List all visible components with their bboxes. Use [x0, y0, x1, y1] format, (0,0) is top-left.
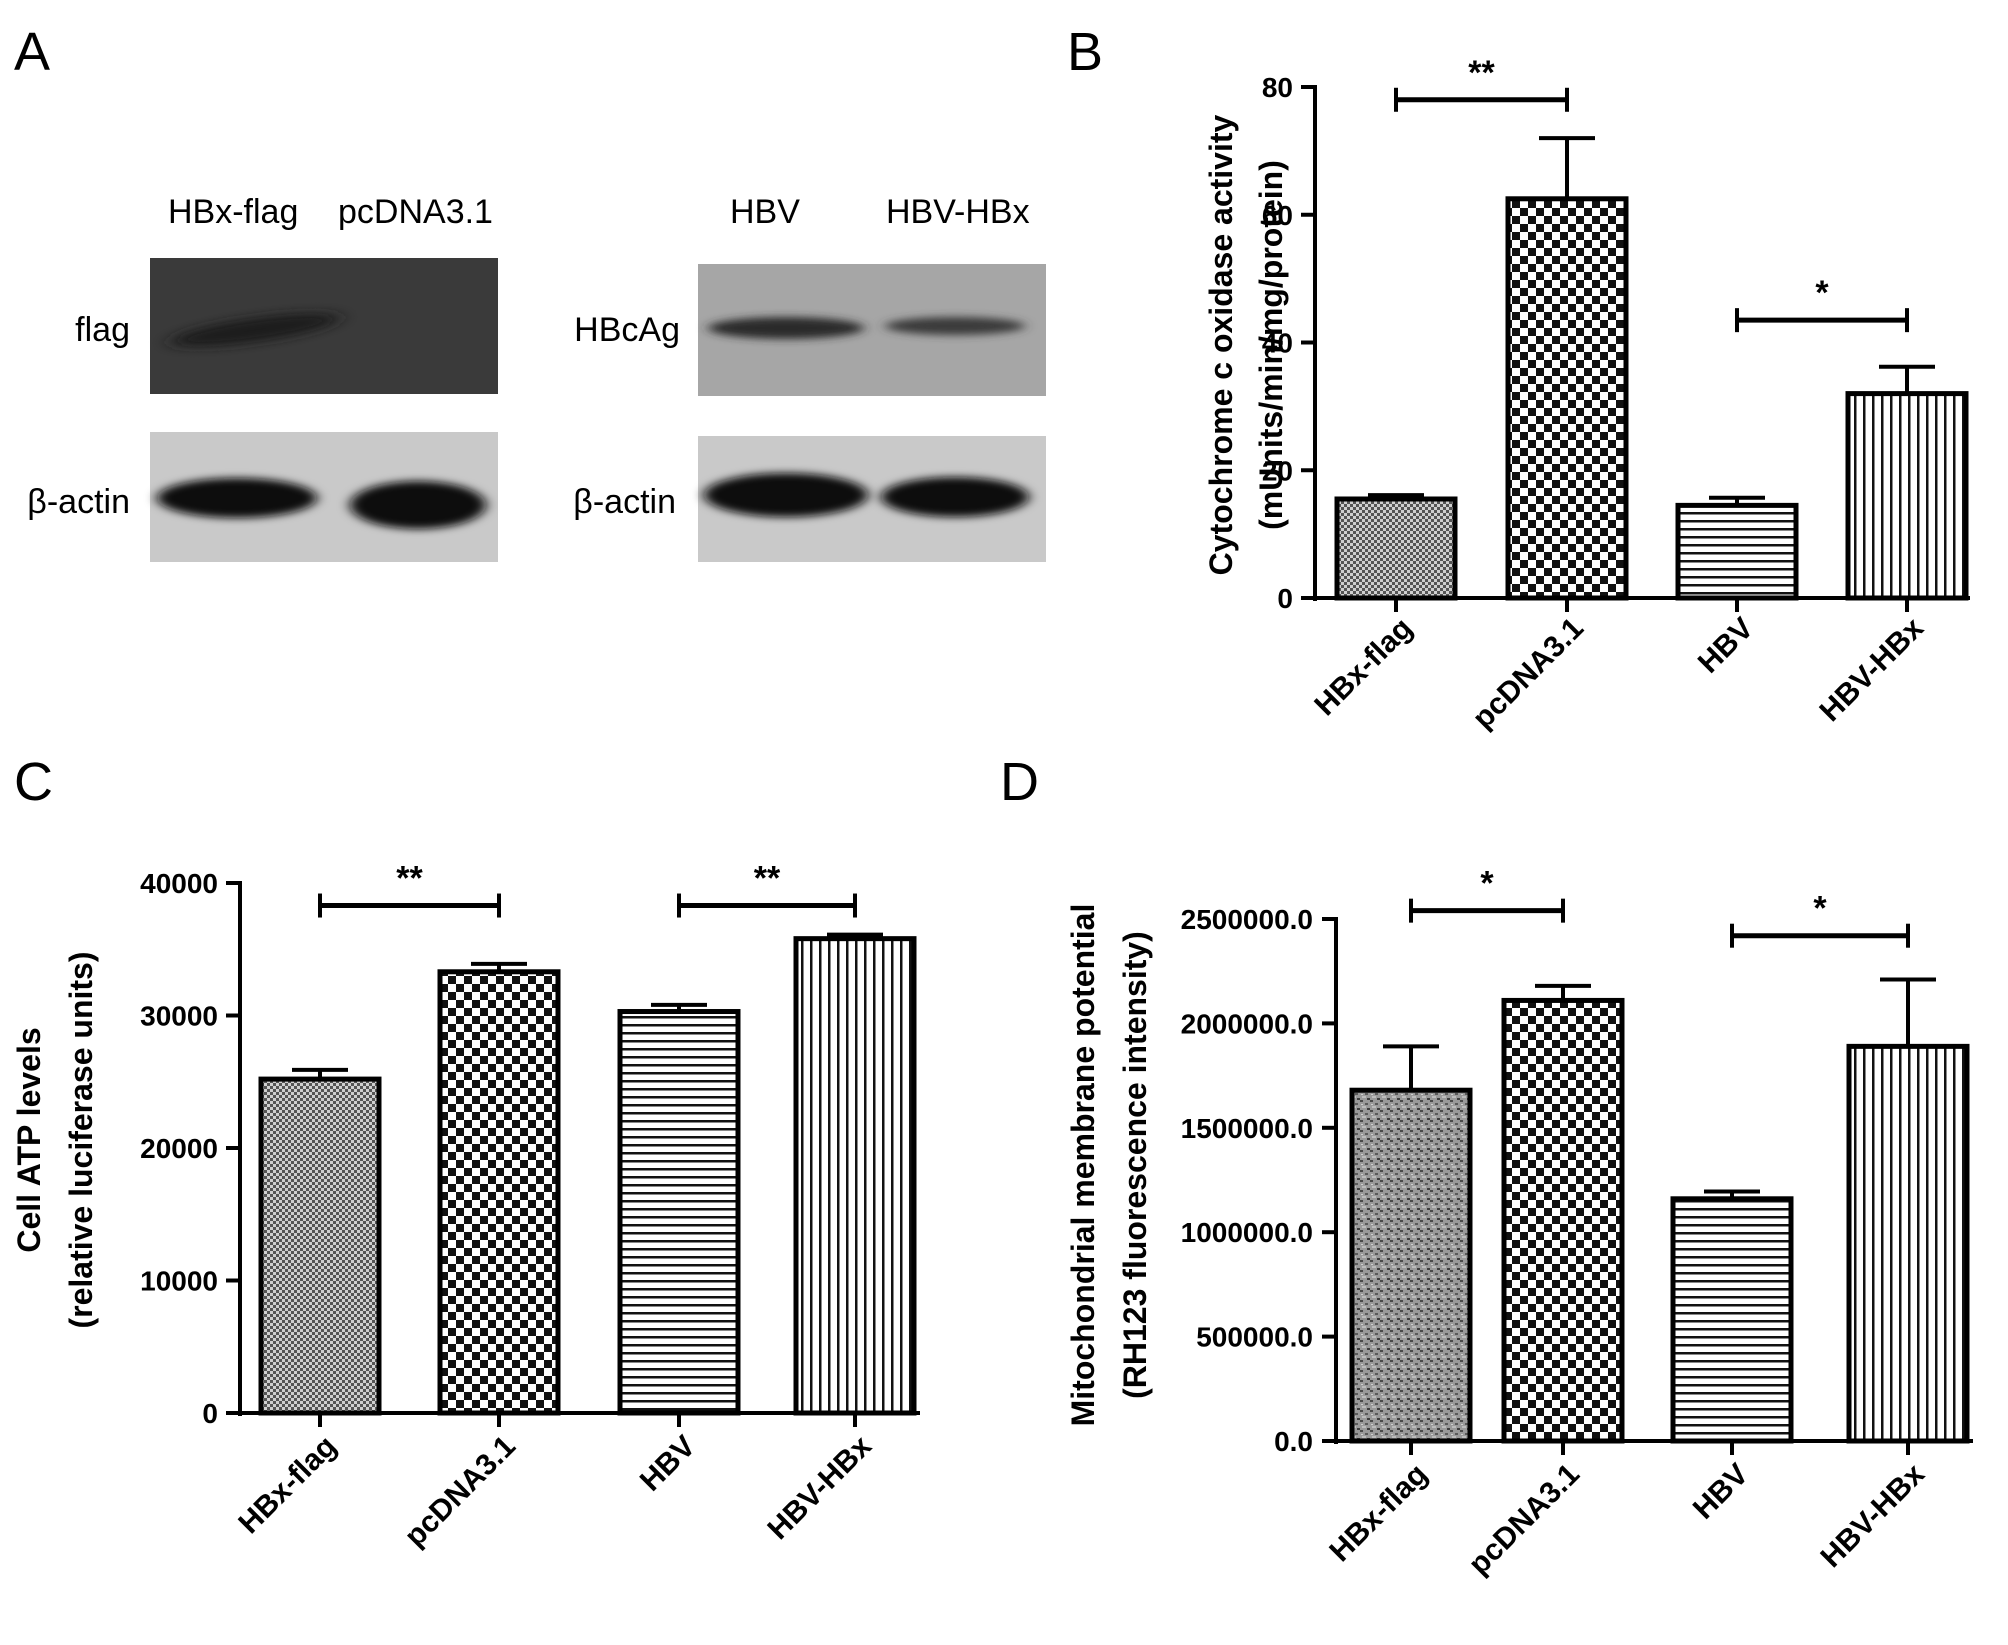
y-tick-label-d: 2500000.0 — [1181, 904, 1313, 935]
y-tick-label-d: 1000000.0 — [1181, 1217, 1313, 1248]
y-tick-label-c: 0 — [202, 1398, 218, 1429]
row-label-hbcag: HBcAg — [574, 311, 680, 349]
y-axis-title-c: Cell ATP levels — [11, 1027, 47, 1252]
bar-b-1 — [1334, 496, 1458, 601]
x-tick-label-d: HBV-HBx — [1814, 1457, 1931, 1574]
row-label-beta-actin-left: β-actin — [27, 483, 130, 521]
lane-label-pcdna31: pcDNA3.1 — [338, 193, 493, 231]
chart-b: 0 20 40 60 80 Cytochrome c oxidase activity (m… — [1203, 54, 1970, 735]
y-axis-subtitle-d: (RH123 fluorescence intensity) — [1117, 931, 1153, 1399]
panel-letter-a: A — [14, 22, 50, 82]
y-tick-label-c: 10000 — [140, 1266, 218, 1297]
x-tick-label-d: pcDNA3.1 — [1462, 1458, 1586, 1582]
x-tick-label-b: HBV-HBx — [1813, 611, 1930, 728]
panel-letter-d: D — [1000, 752, 1039, 812]
y-tick-label-b: 20 — [1262, 455, 1293, 486]
blot-right: HBV HBV-HBx HBcAg β-actin — [573, 193, 1046, 562]
bar-c-4 — [793, 936, 917, 1416]
y-tick-label-b: 0 — [1277, 583, 1293, 614]
blot-actin-band-4 — [881, 477, 1029, 517]
bar-d-3 — [1670, 1196, 1794, 1444]
row-label-flag: flag — [75, 311, 130, 349]
panel-c: C 0 10000 20000 30000 40000 Cell ATP levels (r… — [11, 752, 920, 1553]
x-tick-label-c: HBx-flag — [232, 1430, 343, 1541]
lane-label-hbx-flag: HBx-flag — [168, 193, 298, 231]
significance-label-c-2: ** — [754, 860, 781, 898]
significance-label-c-1: ** — [396, 860, 423, 898]
x-tick-label-c: HBV-HBx — [761, 1429, 878, 1546]
bar-d-4 — [1846, 1043, 1970, 1444]
x-tick-label-c: HBV — [634, 1430, 702, 1498]
chart-d: 0.0 500000.0 1000000.0 1500000.0 2000000.0 25… — [1065, 865, 1973, 1582]
significance-label-d-1: * — [1480, 865, 1494, 903]
bar-c-2 — [437, 969, 561, 1416]
x-tick-label-b: pcDNA3.1 — [1466, 612, 1590, 736]
x-tick-label-b: HBV — [1692, 612, 1760, 680]
lane-label-hbv-hbx: HBV-HBx — [886, 193, 1030, 231]
y-tick-label-c: 40000 — [140, 868, 218, 899]
bar-d-2 — [1501, 997, 1625, 1444]
y-tick-label-d: 500000.0 — [1196, 1322, 1313, 1353]
blot-flag-band-hbx — [170, 313, 340, 347]
significance-label-b-1: ** — [1468, 54, 1495, 92]
bar-d-1 — [1349, 1087, 1473, 1444]
x-tick-label-d: HBx-flag — [1323, 1458, 1434, 1569]
blot-left: HBx-flag pcDNA3.1 flag β-actin — [27, 193, 498, 562]
bar-b-4 — [1845, 391, 1969, 601]
bar-c-3 — [617, 1009, 741, 1416]
lane-label-hbv: HBV — [730, 193, 800, 231]
blot-actin-band-2 — [350, 481, 486, 529]
bar-c-1 — [258, 1076, 382, 1416]
blot-hbcag-band-2 — [885, 317, 1025, 335]
blot-actin-band-1 — [157, 478, 317, 518]
row-label-beta-actin-right: β-actin — [573, 483, 676, 521]
bar-b-2 — [1505, 196, 1629, 601]
chart-c: 0 10000 20000 30000 40000 Cell ATP levels (rel… — [11, 860, 920, 1554]
y-tick-label-d: 2000000.0 — [1181, 1008, 1313, 1039]
y-tick-label-d: 1500000.0 — [1181, 1113, 1313, 1144]
y-tick-label-d: 0.0 — [1274, 1426, 1313, 1457]
x-tick-label-c: pcDNA3.1 — [398, 1430, 522, 1554]
y-tick-label-b: 60 — [1262, 200, 1293, 231]
y-axis-title-d: Mitochondrial membrane potential — [1065, 904, 1101, 1427]
panel-b: B 0 20 40 60 80 Cytochrome c oxidase activity… — [1067, 22, 1970, 735]
blot-actin-band-3 — [704, 473, 868, 517]
y-tick-label-c: 30000 — [140, 1001, 218, 1032]
y-axis-title-b: Cytochrome c oxidase activity — [1203, 114, 1239, 575]
panel-d: D 0.0 500000.0 1000000.0 1500000.0 2000000.0… — [1000, 752, 1973, 1581]
x-tick-label-d: HBV — [1687, 1458, 1755, 1526]
bar-b-3 — [1675, 502, 1799, 601]
significance-label-d-2: * — [1813, 890, 1827, 928]
y-axis-subtitle-b: (mUnits/min/mg/protein) — [1253, 160, 1289, 530]
y-tick-label-c: 20000 — [140, 1133, 218, 1164]
panel-a: A HBx-flag pcDNA3.1 flag β-actin HBV HBV… — [14, 22, 1046, 562]
panel-letter-c: C — [14, 752, 53, 812]
panel-letter-b: B — [1067, 22, 1103, 82]
y-tick-label-b: 80 — [1262, 72, 1293, 103]
y-axis-subtitle-c: (relative luciferase units) — [63, 951, 99, 1328]
significance-label-b-2: * — [1815, 274, 1829, 312]
y-tick-label-b: 40 — [1262, 328, 1293, 359]
x-tick-label-b: HBx-flag — [1308, 612, 1419, 723]
blot-hbcag-band-1 — [708, 317, 864, 339]
